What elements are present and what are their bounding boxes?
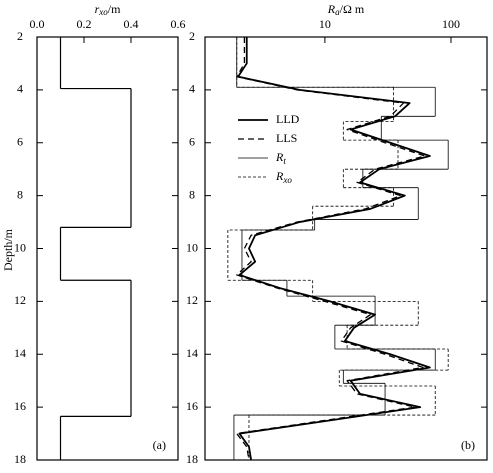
y-tick-label: 18 (14, 452, 26, 466)
x-tick-label: 10 (319, 17, 331, 31)
legend-part: R (275, 150, 284, 164)
panel-label: (b) (461, 438, 475, 452)
y-tick-label: 12 (186, 293, 198, 307)
label-part: r (95, 2, 100, 16)
y-tick-label: 8 (189, 187, 195, 201)
log-curve (237, 37, 431, 461)
x-tick-label: 0.6 (171, 17, 186, 31)
legend-part: xo (282, 175, 292, 185)
y-tick-label: 6 (17, 135, 23, 149)
x-axis-label: Ra/Ω m (327, 2, 365, 17)
y-tick-label: 16 (186, 399, 198, 413)
y-tick-label: 12 (14, 293, 26, 307)
y-tick-label: 10 (186, 240, 198, 254)
y-tick-label: 10 (14, 240, 26, 254)
y-axis-label: Depth/m (1, 228, 15, 271)
legend-label: LLD (276, 112, 300, 126)
plot-frame (204, 36, 488, 461)
y-tick-label: 6 (189, 135, 195, 149)
y-tick-label: 4 (17, 82, 23, 96)
log-curve (236, 37, 426, 461)
x-tick-label: 0.0 (30, 17, 45, 31)
panel-label: (a) (153, 438, 166, 452)
x-tick-label: 100 (442, 17, 460, 31)
y-tick-label: 8 (17, 187, 23, 201)
legend-label: Rxo (275, 169, 292, 185)
y-tick-label: 2 (189, 29, 195, 43)
label-part: /Ω m (340, 2, 365, 16)
legend-label: Rt (275, 150, 286, 166)
y-tick-label: 16 (14, 399, 26, 413)
legend-part: R (275, 169, 284, 183)
y-tick-label: 2 (17, 29, 23, 43)
x-tick-label: 0.4 (124, 17, 139, 31)
y-tick-label: 14 (186, 346, 198, 360)
label-part: a (335, 7, 340, 17)
x-axis-label: rxo/m (95, 2, 122, 17)
label-part: /m (108, 2, 121, 16)
legend-part: t (283, 156, 286, 166)
y-tick-label: 18 (186, 452, 198, 466)
plot-frame (36, 36, 179, 461)
y-tick-label: 4 (189, 82, 195, 96)
x-tick-label: 0.2 (77, 17, 92, 31)
y-tick-label: 14 (14, 346, 26, 360)
label-part: xo (98, 7, 108, 17)
legend-label: LLS (276, 131, 297, 145)
label-part: R (327, 2, 336, 16)
